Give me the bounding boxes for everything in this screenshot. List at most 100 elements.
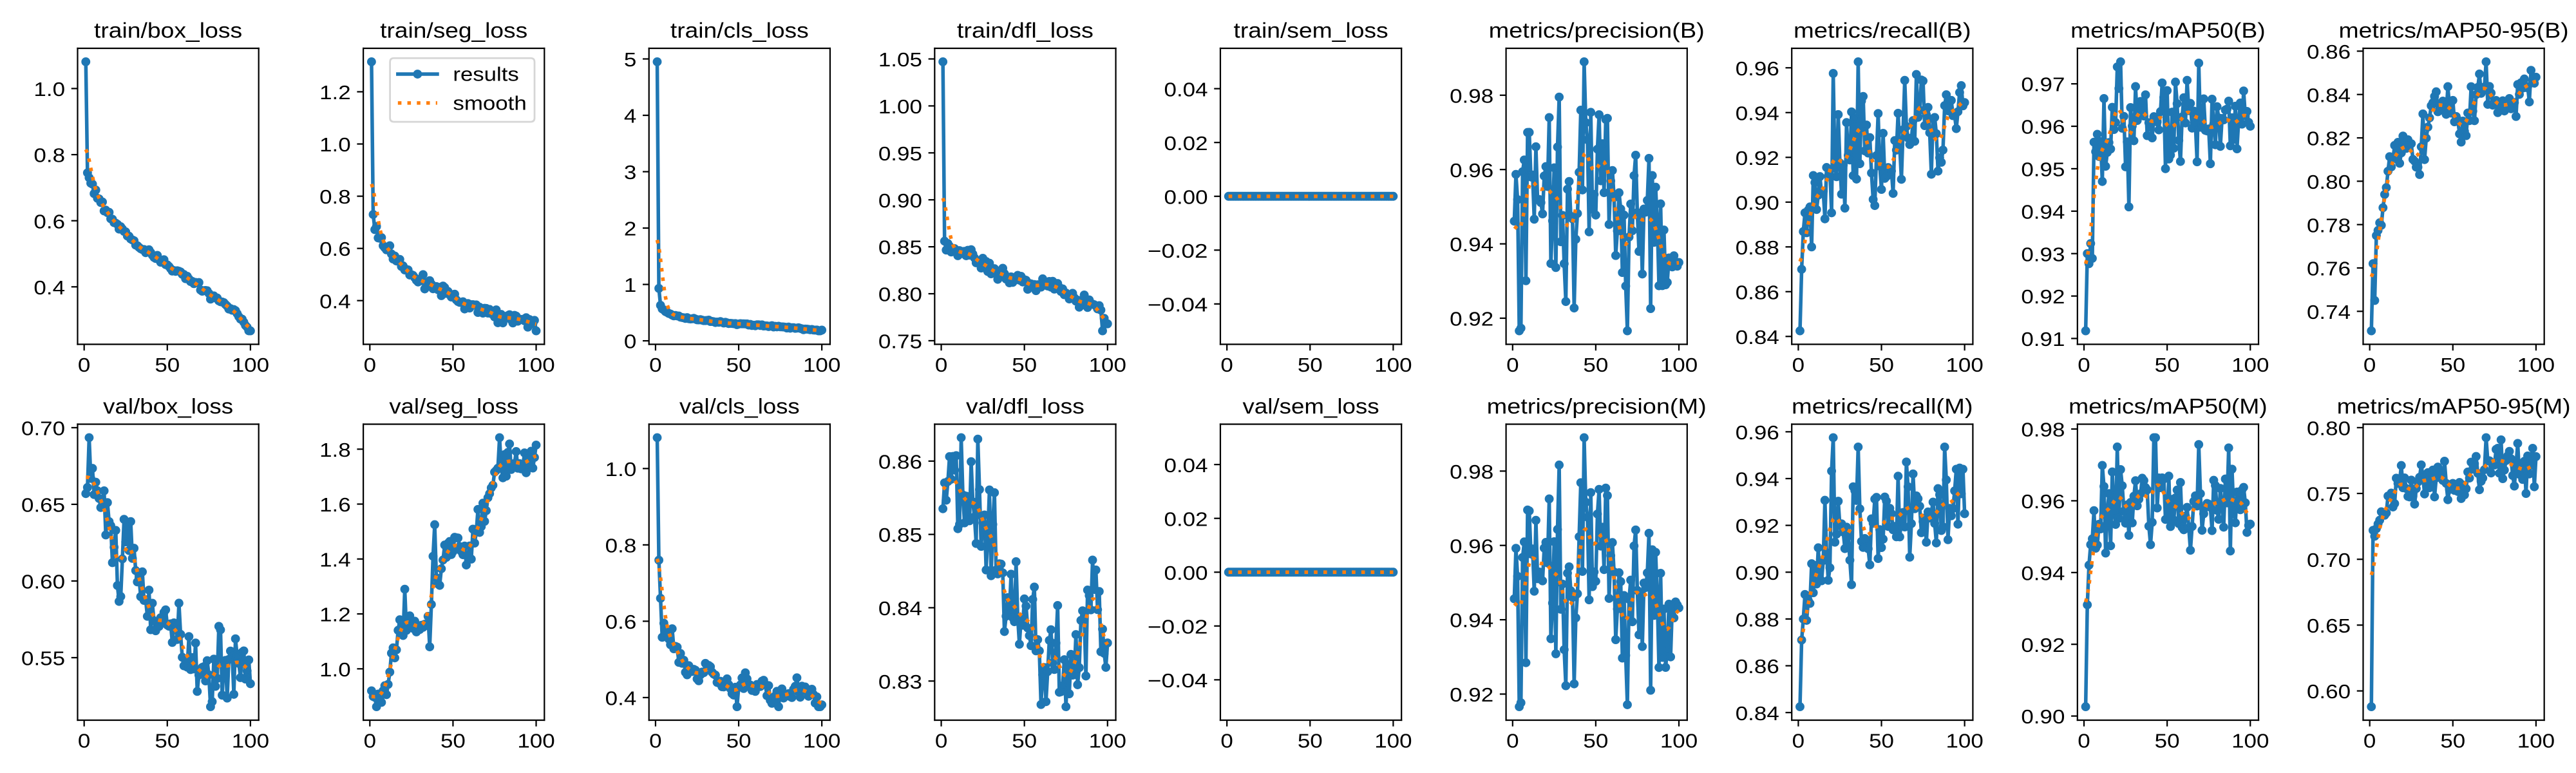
svg-text:0.00: 0.00 (1164, 186, 1208, 208)
svg-text:0.91: 0.91 (2021, 329, 2065, 350)
svg-text:0.85: 0.85 (878, 237, 922, 259)
svg-text:0: 0 (364, 730, 376, 752)
svg-text:0.97: 0.97 (2021, 74, 2065, 96)
svg-text:0.6: 0.6 (33, 211, 65, 233)
svg-text:0: 0 (2363, 730, 2376, 752)
svg-text:50: 50 (726, 354, 752, 376)
svg-text:train/box_loss: train/box_loss (94, 19, 242, 43)
svg-text:0.96: 0.96 (1736, 58, 1779, 80)
svg-text:50: 50 (1298, 730, 1323, 752)
svg-text:2: 2 (624, 218, 636, 240)
svg-text:0.84: 0.84 (1736, 327, 1779, 348)
svg-text:0: 0 (2363, 354, 2376, 376)
svg-text:val/cls_loss: val/cls_loss (679, 395, 800, 419)
svg-text:0.88: 0.88 (1736, 609, 1779, 631)
svg-text:train/cls_loss: train/cls_loss (670, 19, 809, 43)
svg-text:0.98: 0.98 (2021, 419, 2065, 441)
svg-text:100: 100 (803, 354, 840, 376)
svg-text:0.86: 0.86 (1736, 282, 1779, 303)
svg-text:0.80: 0.80 (878, 284, 922, 306)
svg-text:0.92: 0.92 (1450, 309, 1493, 330)
svg-text:50: 50 (2155, 354, 2180, 376)
svg-text:0.90: 0.90 (878, 190, 922, 212)
svg-text:0.76: 0.76 (2307, 258, 2351, 280)
svg-text:0.94: 0.94 (1450, 234, 1493, 256)
svg-text:val/seg_loss: val/seg_loss (389, 395, 518, 419)
svg-text:50: 50 (155, 354, 180, 376)
svg-text:0.78: 0.78 (2307, 215, 2351, 236)
svg-text:100: 100 (517, 730, 554, 752)
svg-text:3: 3 (624, 162, 636, 184)
svg-text:0.86: 0.86 (878, 451, 922, 473)
svg-text:0: 0 (1220, 354, 1233, 376)
svg-text:0.96: 0.96 (1450, 160, 1493, 182)
svg-text:1.8: 1.8 (319, 439, 351, 461)
svg-text:0.8: 0.8 (605, 535, 637, 557)
svg-text:0.02: 0.02 (1164, 508, 1208, 530)
svg-text:0: 0 (1792, 354, 1804, 376)
svg-text:50: 50 (1298, 354, 1323, 376)
svg-text:0: 0 (649, 354, 661, 376)
svg-text:metrics/recall(B): metrics/recall(B) (1794, 19, 1971, 43)
svg-text:100: 100 (232, 354, 269, 376)
svg-text:0.88: 0.88 (1736, 237, 1779, 259)
svg-text:0.80: 0.80 (2307, 417, 2351, 439)
svg-text:−0.02: −0.02 (1148, 240, 1208, 262)
svg-text:1: 1 (624, 274, 636, 296)
svg-text:0.4: 0.4 (605, 687, 637, 709)
svg-text:metrics/mAP50-95(M): metrics/mAP50-95(M) (2337, 395, 2571, 419)
svg-text:0: 0 (935, 354, 947, 376)
svg-text:50: 50 (1012, 730, 1037, 752)
svg-text:50: 50 (2440, 730, 2465, 752)
svg-text:val/sem_loss: val/sem_loss (1243, 395, 1379, 419)
svg-text:0.96: 0.96 (1736, 422, 1779, 444)
svg-text:1.6: 1.6 (319, 494, 351, 516)
svg-text:0.84: 0.84 (2307, 84, 2351, 106)
svg-text:0.96: 0.96 (1450, 535, 1493, 557)
svg-text:results: results (453, 64, 518, 86)
svg-text:0.82: 0.82 (2307, 128, 2351, 150)
svg-text:0.95: 0.95 (878, 143, 922, 165)
svg-text:50: 50 (1583, 730, 1608, 752)
svg-text:50: 50 (2440, 354, 2465, 376)
svg-text:0.8: 0.8 (33, 145, 65, 167)
svg-text:0.86: 0.86 (1736, 656, 1779, 678)
svg-text:0.92: 0.92 (2021, 635, 2065, 656)
svg-text:1.2: 1.2 (319, 82, 351, 104)
svg-text:100: 100 (2231, 354, 2269, 376)
svg-text:0: 0 (1506, 354, 1519, 376)
svg-text:0.98: 0.98 (1450, 85, 1493, 107)
svg-text:0.60: 0.60 (21, 571, 65, 593)
svg-text:100: 100 (1089, 730, 1126, 752)
svg-text:100: 100 (1660, 730, 1698, 752)
svg-text:0.75: 0.75 (878, 331, 922, 353)
svg-text:0: 0 (1792, 730, 1804, 752)
svg-text:0.00: 0.00 (1164, 562, 1208, 584)
svg-text:50: 50 (440, 354, 466, 376)
svg-text:0.92: 0.92 (1450, 684, 1493, 706)
svg-text:50: 50 (155, 730, 180, 752)
svg-text:val/box_loss: val/box_loss (103, 395, 233, 419)
svg-text:50: 50 (726, 730, 752, 752)
svg-text:0.90: 0.90 (1736, 562, 1779, 584)
svg-text:metrics/mAP50(M): metrics/mAP50(M) (2069, 395, 2268, 419)
svg-text:metrics/precision(B): metrics/precision(B) (1489, 19, 1705, 43)
svg-text:1.05: 1.05 (878, 49, 922, 71)
svg-text:0.6: 0.6 (319, 238, 351, 260)
svg-text:0: 0 (2078, 730, 2090, 752)
svg-text:100: 100 (2517, 354, 2555, 376)
svg-text:1.0: 1.0 (319, 659, 351, 681)
svg-text:0.94: 0.94 (2021, 201, 2065, 223)
svg-text:metrics/recall(M): metrics/recall(M) (1792, 395, 1973, 419)
svg-text:0.04: 0.04 (1164, 455, 1208, 477)
svg-text:0.70: 0.70 (21, 418, 65, 440)
svg-text:50: 50 (440, 730, 466, 752)
svg-text:−0.04: −0.04 (1148, 670, 1208, 692)
svg-text:0.4: 0.4 (33, 277, 65, 299)
svg-text:5: 5 (624, 49, 636, 71)
svg-text:0: 0 (78, 354, 90, 376)
svg-text:0: 0 (935, 730, 947, 752)
svg-text:smooth: smooth (453, 93, 526, 115)
svg-text:0.96: 0.96 (2021, 491, 2065, 513)
svg-text:0.8: 0.8 (319, 186, 351, 208)
